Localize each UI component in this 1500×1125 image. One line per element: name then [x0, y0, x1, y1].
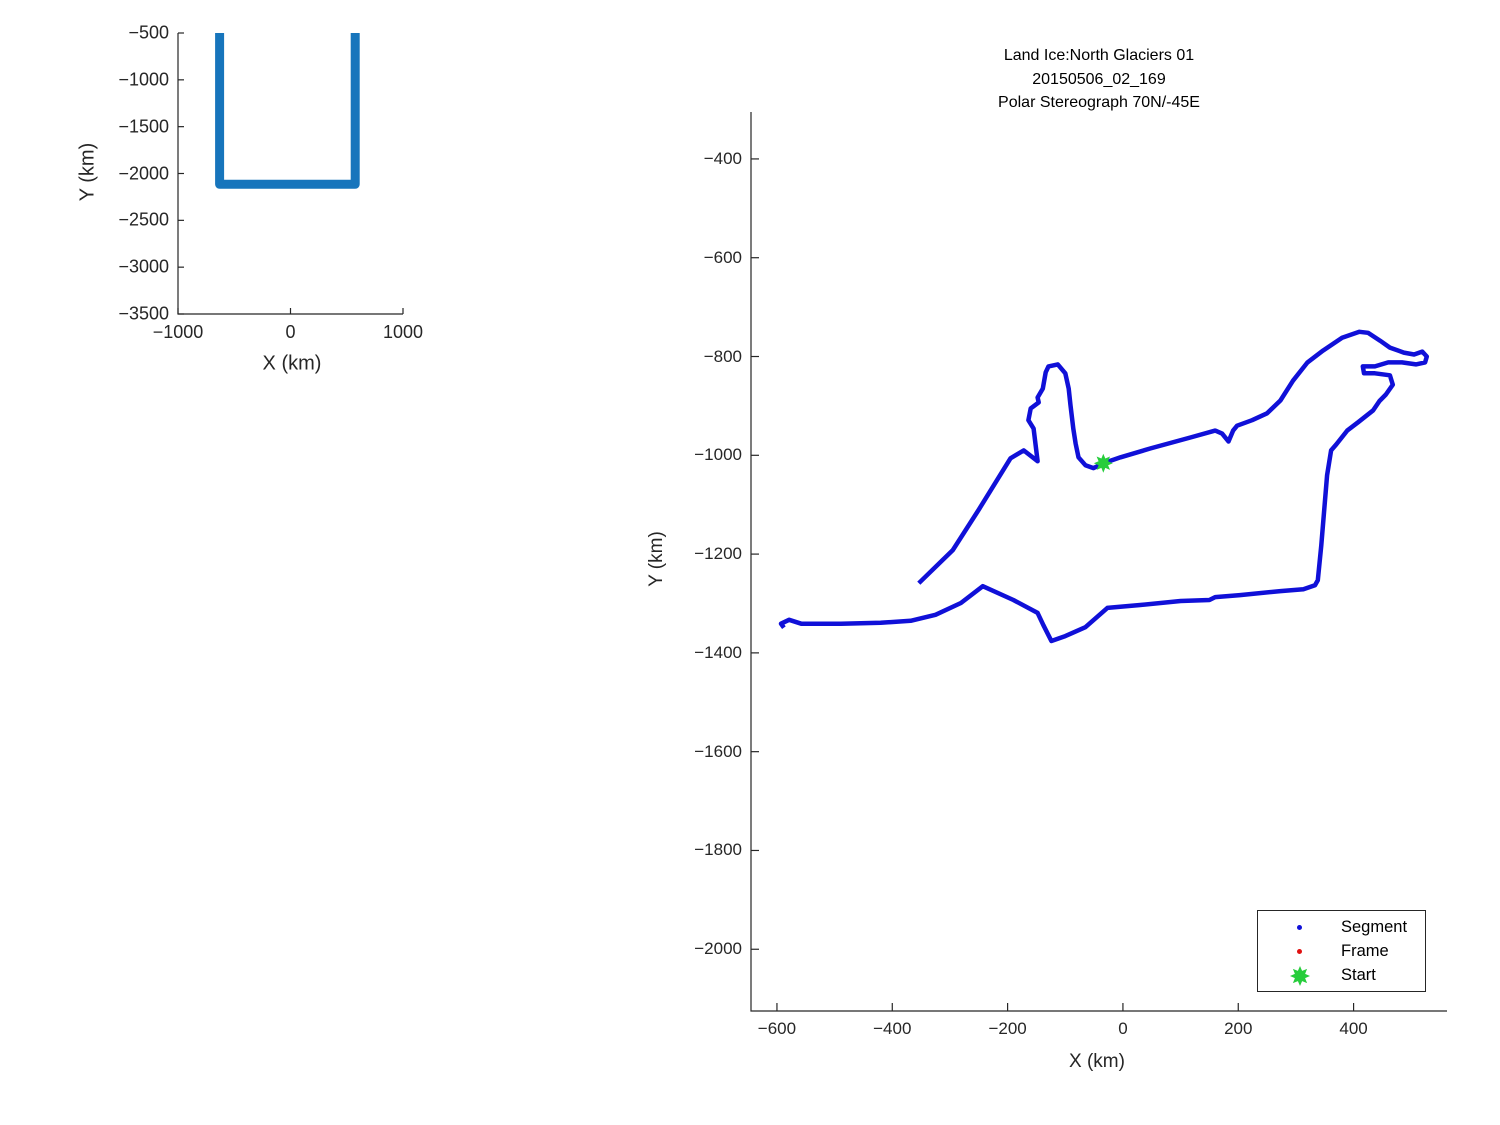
legend-label: Start — [1341, 966, 1376, 985]
y-tick-label: −3000 — [118, 256, 169, 277]
y-tick-label: −1000 — [694, 445, 742, 465]
y-tick-label: −3500 — [118, 303, 169, 324]
y-tick-label: −500 — [128, 22, 169, 43]
y-tick-label: −800 — [703, 346, 742, 366]
x-tick-label: 200 — [1224, 1019, 1253, 1038]
y-tick-label: −1600 — [694, 741, 742, 761]
overview-x-axis-label: X (km) — [262, 352, 322, 375]
legend-item-frame: Frame — [1258, 939, 1425, 963]
x-tick-label: −400 — [873, 1019, 912, 1038]
title-line-3: Polar Stereograph 70N/-45E — [998, 94, 1200, 111]
y-tick-label: −1200 — [694, 544, 742, 564]
legend-item-segment: Segment — [1258, 915, 1425, 939]
legend-label: Frame — [1341, 942, 1389, 961]
segment-dot-icon — [1297, 924, 1302, 930]
legend-item-start: Start — [1258, 964, 1425, 988]
x-tick-label: 0 — [1118, 1019, 1128, 1038]
segment-marker-cell — [1258, 924, 1341, 930]
start-star-icon — [1289, 965, 1310, 986]
start-point-star-icon — [1093, 453, 1113, 473]
y-tick-label: −2000 — [118, 163, 169, 183]
x-tick-label: 0 — [285, 322, 296, 342]
legend-label: Segment — [1341, 917, 1408, 936]
title-line-2: 20150506_02_169 — [1032, 70, 1166, 88]
x-tick-label: 400 — [1339, 1019, 1368, 1038]
x-tick-label: −600 — [757, 1019, 797, 1038]
segment-track-line — [778, 329, 1430, 644]
y-tick-label: −1500 — [118, 116, 169, 137]
flight-overview-axes-spines — [177, 33, 403, 315]
y-tick-label: −1800 — [694, 840, 742, 860]
legend: Segment Frame Start — [1257, 910, 1426, 992]
overview-y-axis-label: Y (km) — [76, 142, 99, 202]
x-tick-label: −200 — [988, 1019, 1027, 1038]
overview-track-line — [215, 33, 360, 189]
y-tick-label: −400 — [703, 148, 742, 168]
y-tick-label: −600 — [703, 247, 742, 267]
y-tick-label: −1400 — [694, 642, 742, 662]
title-line-1: Land Ice:North Glaciers 01 — [1003, 47, 1195, 64]
y-tick-label: −1000 — [118, 69, 169, 90]
y-tick-label: −2000 — [694, 939, 742, 959]
frame-dot-icon — [1297, 949, 1302, 955]
start-marker-cell — [1258, 965, 1341, 987]
y-tick-label: −2500 — [118, 209, 169, 230]
main-y-axis-label: Y (km) — [646, 531, 667, 587]
x-tick-label: 1000 — [382, 322, 424, 342]
x-tick-label: −1000 — [152, 322, 204, 342]
main-x-axis-label: X (km) — [1069, 1051, 1125, 1072]
main-plot-title: Land Ice:North Glaciers 01 20150506_02_1… — [751, 44, 1447, 115]
segment-trajectory-axes-spines — [750, 112, 1447, 1012]
frame-marker-cell — [1258, 949, 1341, 955]
